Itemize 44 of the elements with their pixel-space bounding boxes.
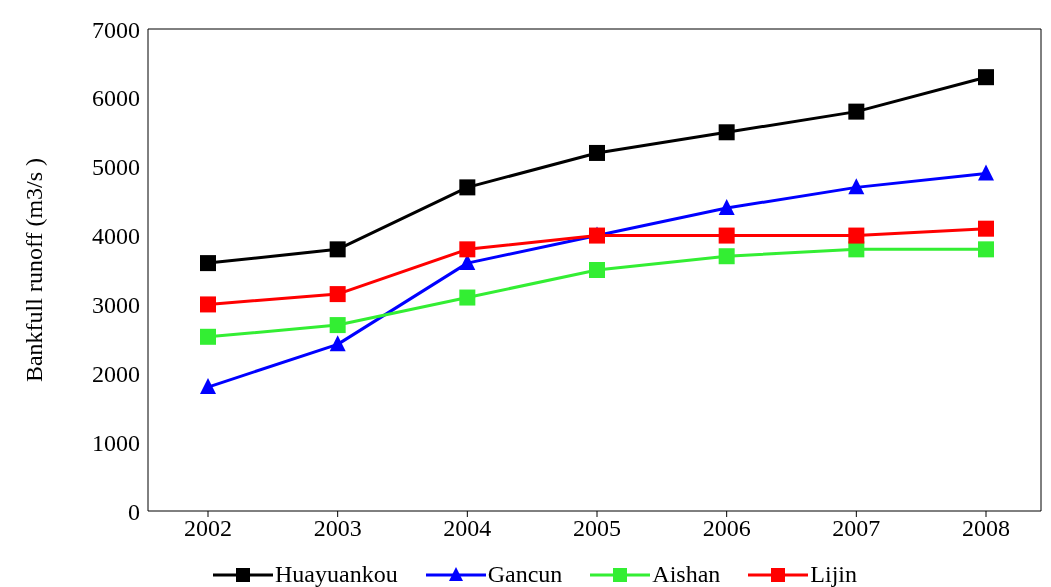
point (718, 124, 735, 141)
y-tick-label: 1000 (92, 429, 140, 456)
point (848, 103, 865, 120)
point (589, 144, 605, 161)
y-axis-title: Bankfull runoff (m3/s ) (20, 157, 47, 383)
point (978, 69, 994, 86)
legend-label: Huayuankou (275, 561, 398, 587)
point (459, 179, 476, 196)
point (848, 178, 865, 195)
point (329, 335, 346, 352)
point (978, 220, 994, 237)
point (329, 286, 346, 303)
point (200, 378, 216, 395)
point (718, 227, 735, 244)
x-tick-label: 2007 (832, 515, 881, 542)
point (978, 241, 994, 258)
x-tick-label: 2004 (443, 515, 492, 542)
x-tick-label: 2003 (313, 515, 362, 542)
point (848, 227, 865, 244)
point (459, 241, 476, 258)
y-tick-label: 6000 (92, 85, 140, 112)
point (329, 241, 346, 258)
point (718, 248, 735, 265)
y-tick-label: 0 (128, 498, 140, 525)
point (589, 262, 605, 278)
legend-label: Lijin (810, 561, 857, 587)
point (718, 199, 735, 216)
x-tick-label: 2002 (184, 515, 232, 542)
point (329, 317, 346, 334)
y-tick-label: 2000 (92, 360, 140, 387)
point (200, 255, 216, 272)
y-tick-label: 7000 (92, 16, 140, 43)
point (459, 289, 476, 306)
point (200, 328, 216, 345)
point (200, 296, 216, 313)
x-tick-label: 2005 (573, 515, 621, 542)
legend-label: Gancun (487, 561, 563, 587)
x-tick-label: 2008 (962, 515, 1010, 542)
legend-label: Aishan (652, 561, 721, 587)
y-tick-label: 3000 (92, 291, 140, 318)
x-tick-label: 2006 (702, 515, 751, 542)
y-tick-label: 4000 (92, 223, 140, 250)
y-tick-label: 5000 (92, 154, 140, 181)
point (978, 164, 994, 181)
